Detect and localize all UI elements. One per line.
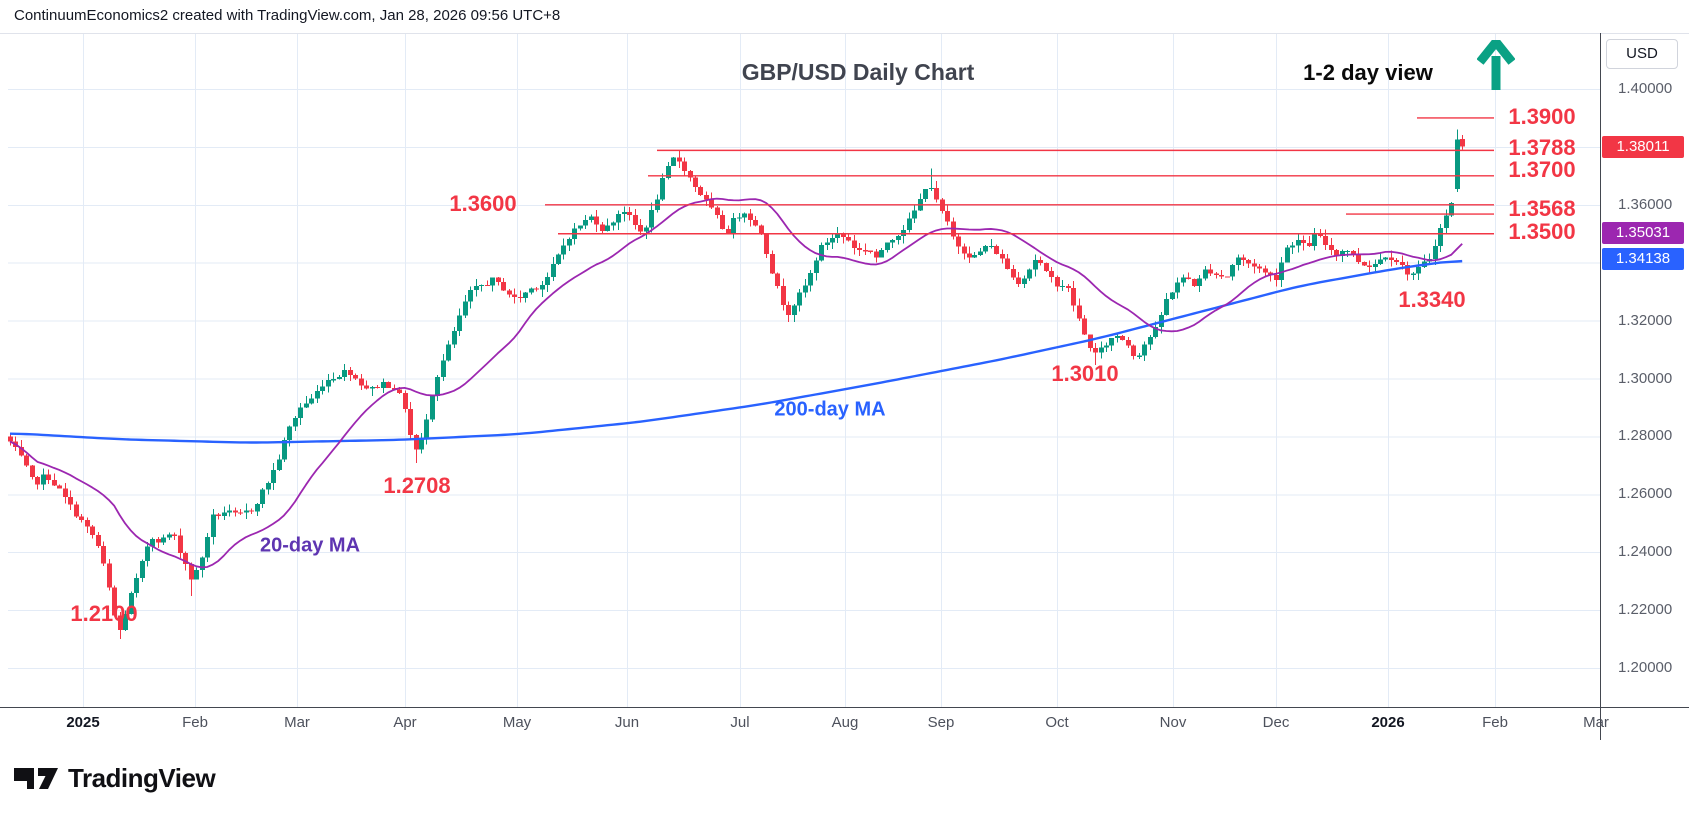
brand-footer[interactable]: TradingView xyxy=(14,763,216,794)
usd-currency-button[interactable]: USD xyxy=(1606,39,1678,69)
candlestick-chart[interactable] xyxy=(0,0,1689,760)
credit-text: ContinuumEconomics2 created with Trading… xyxy=(14,7,561,24)
brand-name: TradingView xyxy=(68,763,216,793)
tradingview-logo-icon xyxy=(14,768,58,789)
